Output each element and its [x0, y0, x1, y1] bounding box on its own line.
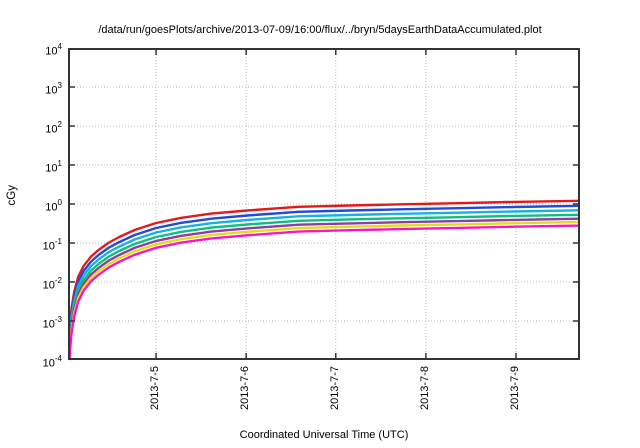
- x-tick-label: 2013-7-9: [509, 366, 521, 411]
- y-tick-label: 10-4: [42, 354, 62, 370]
- y-tick-label: 10-1: [42, 237, 62, 253]
- plot-canvas: [68, 48, 580, 360]
- y-axis-title: cGy: [6, 185, 18, 206]
- x-tick-label: 2013-7-8: [418, 366, 431, 411]
- y-tick-label: 103: [45, 81, 62, 97]
- y-tick-label: 101: [45, 159, 62, 175]
- y-tick-label: 100: [45, 198, 62, 214]
- y-tick-label: 10-2: [42, 276, 62, 292]
- x-tick-label: 2013-7-7: [328, 366, 341, 411]
- y-tick-label: 10-3: [42, 315, 62, 331]
- plot-title: /data/run/goesPlots/archive/2013-07-09/1…: [98, 24, 542, 36]
- plot-border: [68, 48, 580, 360]
- y-tick-label: 102: [45, 120, 62, 136]
- x-tick-label: 2013-7-5: [149, 366, 162, 411]
- y-tick-label: 104: [45, 42, 62, 58]
- plot-area: [68, 48, 580, 360]
- curve-magenta: [68, 224, 580, 360]
- x-tick-label: 2013-7-6: [239, 366, 252, 411]
- x-axis-title: Coordinated Universal Time (UTC): [239, 429, 409, 441]
- curve-red: [68, 199, 580, 350]
